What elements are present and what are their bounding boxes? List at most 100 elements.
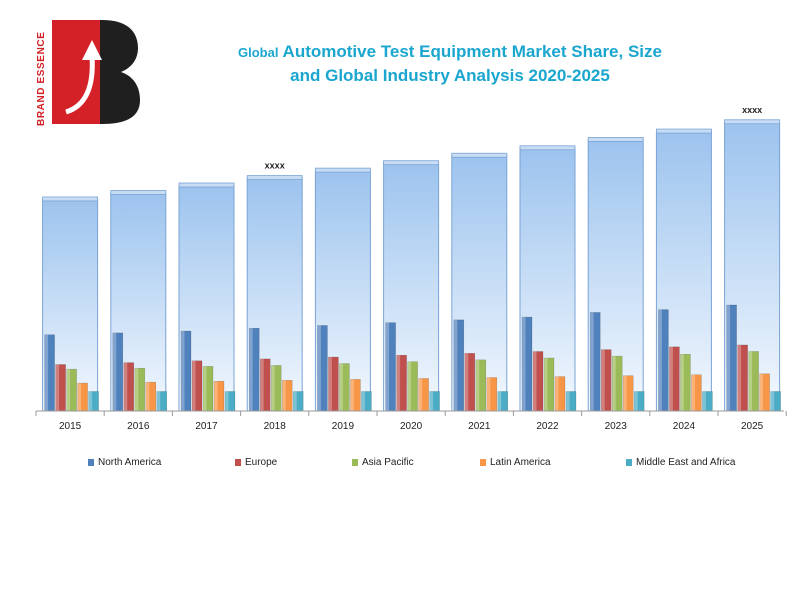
- series-bar-highlight: [271, 365, 275, 411]
- series-bar-highlight: [350, 379, 354, 411]
- series-bar-highlight: [317, 325, 321, 411]
- series-bar-highlight: [612, 356, 616, 411]
- series-bar-highlight: [249, 328, 253, 411]
- series-bar-highlight: [293, 391, 297, 411]
- legend-item: Europe: [235, 457, 277, 468]
- legend-swatch: [235, 459, 241, 466]
- series-bar-highlight: [112, 332, 117, 411]
- legend-swatch: [480, 459, 486, 466]
- legend-label: Latin America: [490, 457, 551, 468]
- x-tick-label: 2024: [673, 421, 696, 432]
- brand-logo-mark: BRAND ESSENCE: [36, 20, 140, 126]
- total-bar-cap: [519, 145, 576, 151]
- series-bar-highlight: [282, 380, 286, 411]
- series-bar-highlight: [680, 354, 684, 411]
- series-bar-highlight: [737, 344, 742, 411]
- total-bar-cap: [656, 128, 712, 134]
- series-bar-highlight: [225, 391, 229, 411]
- series-bar-highlight: [702, 391, 706, 411]
- series-bar-highlight: [339, 363, 343, 411]
- chart-title-line2: and Global Industry Analysis 2020-2025: [290, 66, 610, 85]
- x-tick-label: 2017: [195, 421, 218, 432]
- series-bar-highlight: [453, 319, 458, 411]
- total-bar-cap: [42, 196, 98, 202]
- chart-title-lead: Global: [238, 45, 279, 60]
- series-bar-highlight: [55, 364, 60, 411]
- series-bar-highlight: [407, 361, 412, 411]
- total-bar-cap: [587, 137, 644, 142]
- legend-label: Middle East and Africa: [636, 457, 736, 468]
- series-bar-highlight: [418, 378, 423, 411]
- total-bar-cap: [110, 190, 167, 195]
- series-bar-highlight: [748, 351, 753, 411]
- series-bar-highlight: [566, 391, 570, 411]
- legend-label: North America: [98, 457, 162, 468]
- series-bar-highlight: [145, 382, 150, 411]
- x-tick-label: 2019: [332, 421, 355, 432]
- x-tick-label: 2020: [400, 421, 423, 432]
- legend-item: Latin America: [480, 457, 551, 468]
- total-bar-cap: [246, 175, 303, 180]
- legend-swatch: [626, 459, 632, 466]
- legend-swatch: [88, 459, 94, 466]
- series-bar-highlight: [66, 369, 71, 411]
- legend-swatch: [352, 459, 358, 466]
- series-bar-highlight: [691, 374, 695, 411]
- x-tick-label: 2015: [59, 421, 82, 432]
- chart-title: Global Automotive Test Equipment Market …: [160, 40, 740, 87]
- chart-title-line1: Automotive Test Equipment Market Share, …: [282, 42, 662, 61]
- series-bar-highlight: [260, 358, 264, 411]
- series-bar-highlight: [669, 346, 673, 411]
- series-bar-highlight: [555, 376, 559, 411]
- series-bar-highlight: [601, 349, 605, 411]
- series-bar-highlight: [134, 368, 139, 411]
- series-bar-highlight: [759, 373, 764, 411]
- total-bar-cap: [451, 152, 508, 158]
- series-bar-highlight: [770, 391, 775, 411]
- series-bar-highlight: [544, 357, 548, 411]
- series-bar-highlight: [328, 357, 332, 411]
- series-bar-highlight: [475, 359, 480, 411]
- x-tick-label: 2018: [264, 421, 287, 432]
- total-bar-cap: [178, 182, 235, 188]
- brand-name: BRAND ESSENCE: [36, 32, 47, 126]
- series-bar-highlight: [522, 317, 526, 411]
- legend-label: Europe: [245, 457, 278, 468]
- x-tick-label: 2016: [127, 421, 150, 432]
- x-tick-label: 2021: [468, 421, 491, 432]
- series-bar-highlight: [396, 355, 401, 411]
- series-bar-highlight: [361, 391, 365, 411]
- series-bar-highlight: [88, 391, 93, 411]
- series-bar-highlight: [634, 391, 638, 411]
- annotation-label: xxxx: [265, 161, 285, 171]
- series-bar-highlight: [123, 362, 128, 411]
- series-bar-highlight: [181, 331, 185, 411]
- series-bar-highlight: [486, 377, 491, 411]
- series-bar-highlight: [429, 391, 434, 411]
- legend-item: Middle East and Africa: [626, 457, 736, 468]
- series-bar-highlight: [726, 304, 731, 411]
- series-bar-highlight: [623, 375, 627, 411]
- brand-logo: BRAND ESSENCE: [30, 16, 142, 128]
- series-bar-highlight: [464, 353, 469, 411]
- series-bar-highlight: [156, 391, 161, 411]
- series-bar-highlight: [497, 391, 502, 411]
- x-tick-label: 2022: [536, 421, 559, 432]
- total-bar-cap: [314, 167, 371, 173]
- series-bar-highlight: [214, 381, 218, 411]
- series-bar-highlight: [192, 360, 196, 411]
- series-bar-highlight: [658, 309, 662, 411]
- series-bar-highlight: [533, 351, 537, 411]
- legend-label: Asia Pacific: [362, 457, 414, 468]
- legend-item: Asia Pacific: [352, 457, 414, 468]
- chart-legend: North America Europe Asia Pacific Latin Ame…: [80, 457, 780, 473]
- total-bar-cap: [724, 119, 780, 125]
- x-tick-label: 2023: [605, 421, 628, 432]
- series-bar-highlight: [77, 383, 82, 411]
- series-bar-highlight: [590, 312, 594, 411]
- total-bar-cap: [383, 160, 440, 166]
- x-tick-label: 2025: [741, 421, 764, 432]
- series-bar-highlight: [203, 366, 207, 411]
- series-bar-highlight: [44, 334, 49, 411]
